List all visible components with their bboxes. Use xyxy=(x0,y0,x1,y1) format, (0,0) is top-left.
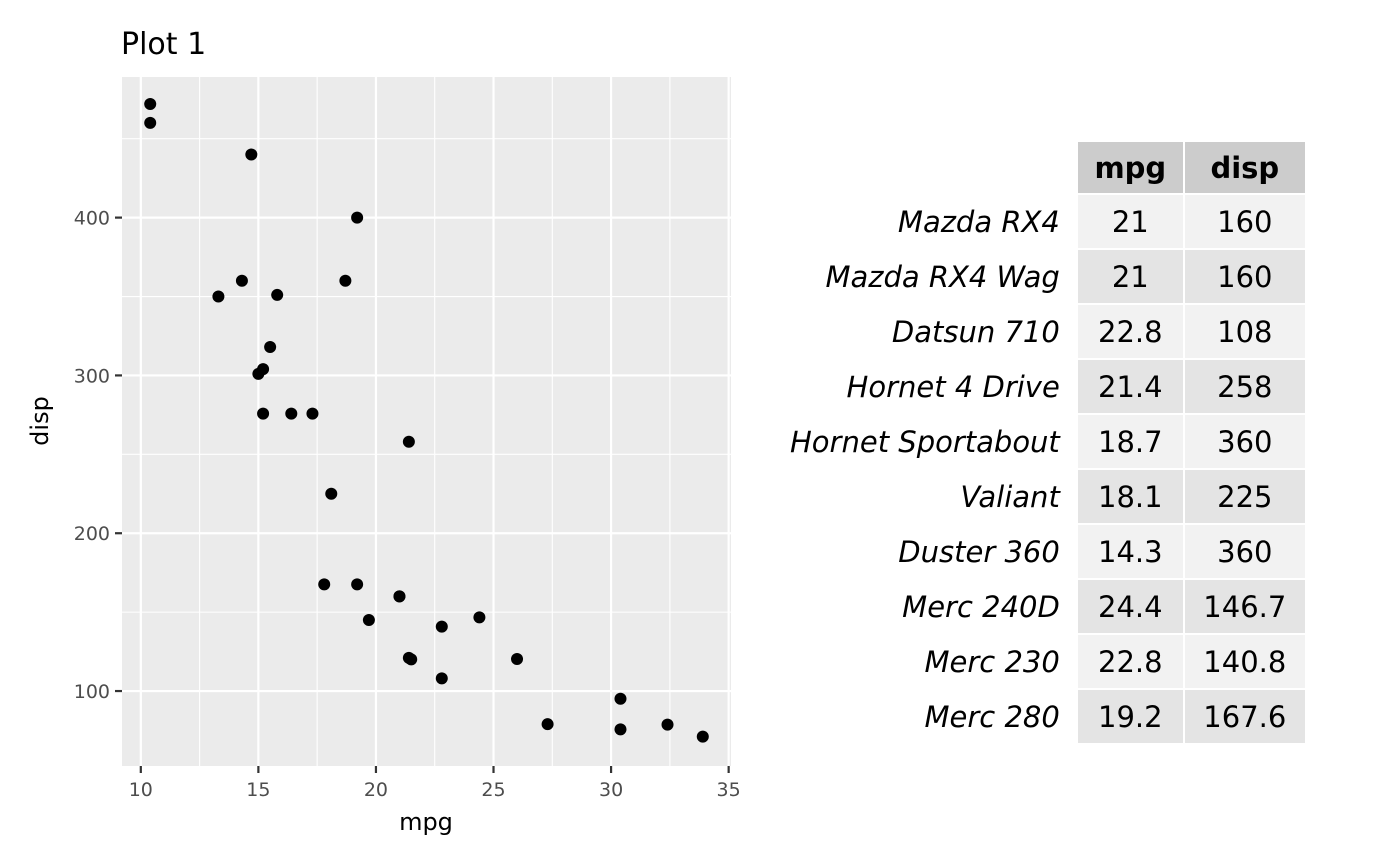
data-table: mpg disp Mazda RX4 21 160 Mazda RX4 Wag 21 16… xyxy=(790,140,1307,745)
cell-disp: 258 xyxy=(1182,358,1307,415)
data-point xyxy=(339,274,352,287)
x-tick-label: 25 xyxy=(481,779,505,801)
cell-mpg: 18.1 xyxy=(1075,468,1185,525)
table-row: Mazda RX4 21 160 xyxy=(790,193,1307,250)
data-point xyxy=(393,590,406,603)
cell-mpg: 22.8 xyxy=(1075,303,1185,360)
data-point xyxy=(264,341,277,354)
row-label: Mazda RX4 Wag xyxy=(790,249,1077,304)
data-point xyxy=(235,274,248,287)
row-label: Merc 280 xyxy=(790,689,1077,744)
data-point xyxy=(661,718,674,731)
table-row: Merc 280 19.2 167.6 xyxy=(790,688,1307,745)
cell-disp: 146.7 xyxy=(1182,578,1307,635)
table-row: Hornet 4 Drive 21.4 258 xyxy=(790,358,1307,415)
data-point xyxy=(144,116,157,129)
data-point xyxy=(362,614,375,627)
cell-mpg: 14.3 xyxy=(1075,523,1185,580)
cell-disp: 225 xyxy=(1182,468,1307,525)
cell-mpg: 21 xyxy=(1075,193,1185,250)
cell-disp: 167.6 xyxy=(1182,688,1307,745)
major-grid-y xyxy=(122,216,731,693)
row-label: Valiant xyxy=(790,469,1077,524)
data-point xyxy=(212,290,225,303)
y-axis-ticks: 100 200 300 400 xyxy=(74,208,122,703)
row-label: Merc 230 xyxy=(790,634,1077,689)
data-point xyxy=(144,97,157,110)
y-tick-label: 400 xyxy=(74,208,110,230)
table-row: Datsun 710 22.8 108 xyxy=(790,303,1307,360)
row-label: Duster 360 xyxy=(790,524,1077,579)
plot-panel xyxy=(122,77,731,766)
y-tick-label: 100 xyxy=(74,681,110,703)
data-point xyxy=(402,435,415,448)
data-point xyxy=(614,692,627,705)
data-point xyxy=(351,211,364,224)
data-point xyxy=(245,148,258,161)
minor-grid-y xyxy=(122,138,731,613)
row-label: Mazda RX4 xyxy=(790,194,1077,249)
table-corner xyxy=(790,141,1077,194)
cell-disp: 160 xyxy=(1182,193,1307,250)
x-tick-label: 30 xyxy=(599,779,623,801)
data-points xyxy=(144,97,709,743)
major-grid-x xyxy=(139,77,730,766)
data-point xyxy=(696,730,709,743)
y-tick-label: 300 xyxy=(74,365,110,387)
data-point xyxy=(271,288,284,301)
y-tick-label: 200 xyxy=(74,523,110,545)
cell-mpg: 24.4 xyxy=(1075,578,1185,635)
table-row: Mazda RX4 Wag 21 160 xyxy=(790,248,1307,305)
table-header-row: mpg disp xyxy=(790,140,1307,195)
row-label: Hornet 4 Drive xyxy=(790,359,1077,414)
cell-disp: 360 xyxy=(1182,523,1307,580)
data-point xyxy=(511,653,524,666)
plot-title: Plot 1 xyxy=(121,27,206,62)
table-row: Duster 360 14.3 360 xyxy=(790,523,1307,580)
cell-disp: 108 xyxy=(1182,303,1307,360)
row-label: Datsun 710 xyxy=(790,304,1077,359)
data-point xyxy=(306,407,319,420)
data-point xyxy=(325,487,338,500)
x-tick-label: 10 xyxy=(129,779,153,801)
data-point xyxy=(402,651,415,664)
cell-mpg: 21.4 xyxy=(1075,358,1185,415)
table-body: Mazda RX4 21 160 Mazda RX4 Wag 21 160 Datsun 7… xyxy=(790,193,1307,745)
x-axis-title: mpg xyxy=(399,808,453,836)
data-point xyxy=(285,407,298,420)
cell-disp: 160 xyxy=(1182,248,1307,305)
table-row: Merc 240D 24.4 146.7 xyxy=(790,578,1307,635)
data-point xyxy=(257,407,270,420)
minor-grid-x xyxy=(199,77,671,766)
cell-mpg: 22.8 xyxy=(1075,633,1185,690)
table-row: Hornet Sportabout 18.7 360 xyxy=(790,413,1307,470)
data-point xyxy=(435,672,448,685)
x-tick-label: 35 xyxy=(717,779,741,801)
cell-mpg: 21 xyxy=(1075,248,1185,305)
data-point xyxy=(614,723,627,736)
cell-mpg: 19.2 xyxy=(1075,688,1185,745)
x-axis-ticks: 10 15 20 25 30 35 xyxy=(129,766,741,801)
data-point xyxy=(435,620,448,633)
row-label: Merc 240D xyxy=(790,579,1077,634)
data-point xyxy=(318,578,331,591)
x-tick-label: 20 xyxy=(364,779,388,801)
table-row: Merc 230 22.8 140.8 xyxy=(790,633,1307,690)
scatter-plot: Plot 1 10 15 20 25 30 35 100 200 300 400 mpg dis… xyxy=(26,27,741,836)
table-row: Valiant 18.1 225 xyxy=(790,468,1307,525)
cell-mpg: 18.7 xyxy=(1075,413,1185,470)
data-point xyxy=(541,718,554,731)
cell-disp: 140.8 xyxy=(1182,633,1307,690)
data-point xyxy=(473,611,486,624)
column-header-mpg: mpg xyxy=(1075,140,1185,195)
column-header-disp: disp xyxy=(1182,140,1307,195)
cell-disp: 360 xyxy=(1182,413,1307,470)
data-point xyxy=(351,578,364,591)
data-point xyxy=(252,367,265,380)
row-label: Hornet Sportabout xyxy=(790,414,1077,469)
y-axis-title: disp xyxy=(26,396,54,446)
x-tick-label: 15 xyxy=(246,779,270,801)
